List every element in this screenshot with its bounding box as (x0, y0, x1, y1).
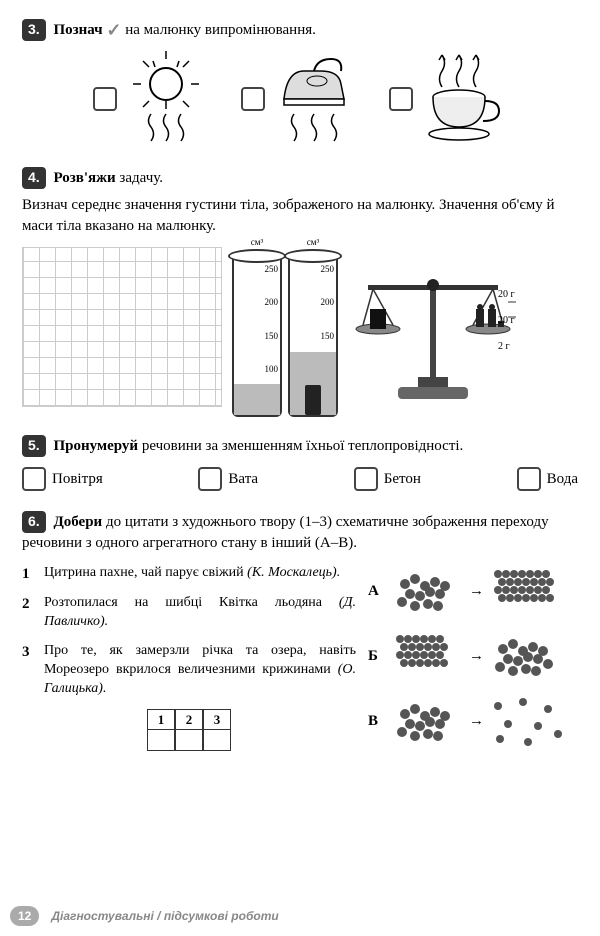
answer-cell-3[interactable]: 3 (203, 709, 231, 751)
answer-grid[interactable] (22, 247, 222, 407)
label-air: Повітря (52, 471, 103, 488)
task4-verb: Розв'яжи (53, 170, 115, 186)
task4-number: 4. (22, 167, 46, 189)
balance-scale: 20 г 2 г 20 г (348, 247, 578, 417)
task6-number: 6. (22, 511, 46, 533)
checkbox-iron[interactable] (241, 87, 265, 111)
quote-3: 3 Про те, як замерзли річка та озера, на… (22, 642, 356, 699)
task4-rest: задачу. (119, 170, 163, 186)
cyl1-unit: см³ (251, 237, 263, 247)
arrow-icon: → (469, 713, 484, 730)
checkmark-icon: ✓ (106, 18, 121, 43)
task5-items: Повітря Вата Бетон Вода (22, 467, 578, 491)
cylinders: см³ 250200 150100 50 см³ 250200 150100 5… (232, 247, 338, 417)
task6-molecules: А → Б → В (368, 564, 578, 759)
item-air: Повітря (22, 467, 103, 491)
cyl1-liquid (234, 384, 280, 416)
checkbox-cotton[interactable] (198, 467, 222, 491)
quote-1: 1 Цитрина пахне, чай парує свіжий (К. Мо… (22, 564, 356, 584)
quote1-num: 1 (22, 564, 36, 584)
cyl2-body (305, 385, 321, 415)
task4-prompt: 4. Розв'яжи задачу. (22, 167, 578, 189)
mol-row-a: А → (368, 564, 578, 619)
option-cup (389, 49, 507, 149)
item-cotton: Вата (198, 467, 258, 491)
footer-text: Діагностувальні / підсумкові роботи (51, 909, 278, 923)
quote2-num: 2 (22, 594, 36, 632)
checkbox-concrete[interactable] (354, 467, 378, 491)
iron-icon (269, 49, 359, 149)
mol-row-b: Б → (368, 629, 578, 684)
task5-verb: Пронумеруй (53, 438, 138, 454)
checkbox-water[interactable] (517, 467, 541, 491)
quote2-text: Розтопилася на шибці Квітка льодяна (44, 595, 339, 610)
task3-number: 3. (22, 19, 46, 41)
task4-text: Визнач середнє значення густини тіла, зо… (22, 195, 578, 237)
task3-text: на малюнку випромінювання. (125, 22, 316, 38)
answer-table: 1 2 3 (22, 709, 356, 751)
mol-b-right-icon (488, 629, 568, 684)
svg-text:20 г: 20 г (498, 289, 515, 300)
task6-body: 1 Цитрина пахне, чай парує свіжий (К. Мо… (22, 564, 578, 759)
answer-cell-2[interactable]: 2 (175, 709, 203, 751)
mol-b-left-icon (390, 629, 465, 684)
cylinder-2: см³ 250200 150100 50 (288, 257, 338, 417)
svg-text:2 г: 2 г (498, 341, 510, 352)
quote3-num: 3 (22, 642, 36, 699)
checkbox-sun[interactable] (93, 87, 117, 111)
item-water: Вода (517, 467, 578, 491)
quote-2: 2 Розтопилася на шибці Квітка льодяна (Д… (22, 594, 356, 632)
checkbox-cup[interactable] (389, 87, 413, 111)
cyl2-unit: см³ (307, 237, 319, 247)
task6-verb: Добери (53, 514, 102, 530)
option-sun (93, 49, 211, 149)
quote1-text: Цитрина пахне, чай парує свіжий (44, 565, 247, 580)
mol-row-c: В → (368, 694, 578, 749)
mol-b-label: Б (368, 648, 384, 665)
task4-figure: см³ 250200 150100 50 см³ 250200 150100 5… (22, 247, 578, 417)
arrow-icon: → (469, 648, 484, 665)
mol-c-left-icon (390, 694, 465, 749)
task3-prompt: 3. Познач ✓ на малюнку випромінювання. (22, 18, 578, 43)
item-concrete: Бетон (354, 467, 421, 491)
task5-number: 5. (22, 435, 46, 457)
quote1-src: (К. Москалець). (247, 565, 340, 580)
label-water: Вода (547, 471, 578, 488)
label-cotton: Вата (228, 471, 258, 488)
task5-rest: речовини за зменшенням їхньої теплопрові… (142, 438, 464, 454)
mol-a-right-icon (488, 564, 568, 619)
mol-c-label: В (368, 713, 384, 730)
cylinder-1: см³ 250200 150100 50 (232, 257, 282, 417)
cup-icon (417, 49, 507, 149)
mol-c-right-icon (488, 694, 568, 749)
sun-icon (121, 49, 211, 149)
quote3-text: Про те, як замерзли річка та озера, наві… (44, 643, 356, 677)
svg-text:20 г: 20 г (498, 315, 515, 326)
mol-a-left-icon (390, 564, 465, 619)
mol-a-label: А (368, 583, 384, 600)
task3-verb: Познач (53, 22, 102, 38)
answer-cell-1[interactable]: 1 (147, 709, 175, 751)
task6-prompt: 6. Добери до цитати з художнього твору (… (22, 511, 578, 554)
label-concrete: Бетон (384, 471, 421, 488)
checkbox-air[interactable] (22, 467, 46, 491)
task6-quotes: 1 Цитрина пахне, чай парує свіжий (К. Мо… (22, 564, 356, 759)
arrow-icon: → (469, 583, 484, 600)
option-iron (241, 49, 359, 149)
task3-options (22, 49, 578, 149)
scale-icon: 20 г 2 г 20 г (348, 247, 518, 417)
page-footer: 12 Діагностувальні / підсумкові роботи (0, 906, 600, 926)
page-number: 12 (10, 906, 39, 926)
task5-prompt: 5. Пронумеруй речовини за зменшенням їхн… (22, 435, 578, 457)
